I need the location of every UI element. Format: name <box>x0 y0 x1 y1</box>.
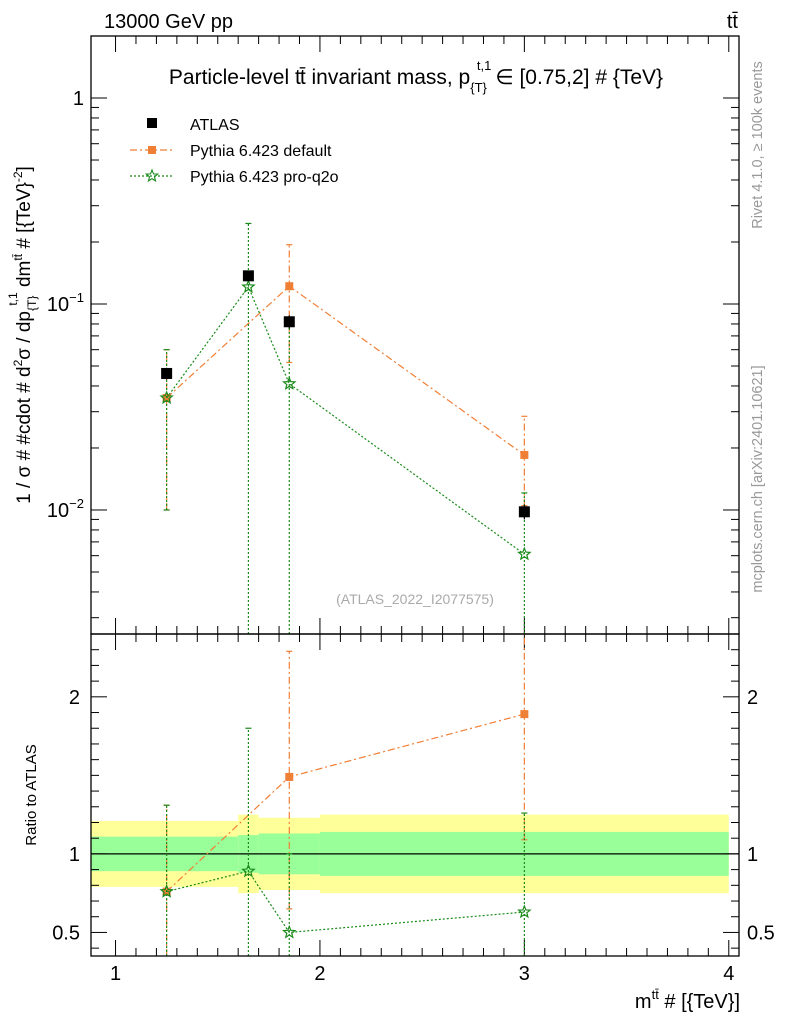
legend-atlas-label: ATLAS <box>190 117 240 134</box>
data-point-atlas <box>161 367 173 379</box>
data-point-pythia-6-423-default <box>520 710 529 719</box>
series-line-pythia-6-423-pro-q2o <box>166 870 525 934</box>
process-label: tt̄ <box>727 11 739 33</box>
ratio-y-tick-label-right: 2 <box>747 687 758 709</box>
ratio-y-axis-label: Ratio to ATLAS <box>23 744 40 845</box>
main-panel-background <box>91 36 739 634</box>
y-tick-label: 10−1 <box>47 290 84 316</box>
mcplots-source-label: mcplots.cern.ch [arXiv:2401.10621] <box>750 365 766 592</box>
legend: ATLAS Pythia 6.423 default Pythia 6.423 … <box>130 117 339 186</box>
analysis-id-label: (ATLAS_2022_I2077575) <box>336 591 494 607</box>
data-point-pythia-6-423-pro-q2o <box>517 546 532 561</box>
ratio-series-layer <box>159 633 532 956</box>
legend-default-label: Pythia 6.423 default <box>190 143 332 160</box>
ratio-ticks: 1 2 3 4 0.5 0.5 1 1 2 2 <box>52 634 775 985</box>
ratio-y-tick-label-left: 1 <box>69 844 80 866</box>
series-line-pythia-6-423-pro-q2o <box>166 285 525 555</box>
main-ticks: 10−2 10−1 1 <box>47 35 739 634</box>
x-tick-label: 1 <box>110 963 121 985</box>
main-panel: 10−2 10−1 1 <box>47 35 740 635</box>
rivet-version-label: Rivet 4.1.0, ≥ 100k events <box>750 61 766 229</box>
data-point-pythia-6-423-pro-q2o <box>241 863 256 878</box>
y-tick-label: 10−2 <box>47 496 84 522</box>
data-point-pythia-6-423-pro-q2o <box>159 883 174 898</box>
data-point-atlas <box>242 270 254 282</box>
ratio-panel-frame <box>90 633 740 957</box>
data-point-pythia-6-423-pro-q2o <box>282 376 297 390</box>
x-axis-label: mtt̄ # [{TeV}] <box>635 987 740 1013</box>
data-point-pythia-6-423-default <box>520 450 529 459</box>
y-axis-label: 1 / σ # #cdot # d2σ / dp{T}t,1 dmtt̄ # [… <box>6 166 39 504</box>
legend-proq2o-label: Pythia 6.423 pro-q2o <box>190 169 339 186</box>
legend-atlas-marker <box>147 118 157 128</box>
legend-proq2o-marker <box>144 168 160 183</box>
x-tick-label: 4 <box>723 963 734 985</box>
data-point-pythia-6-423-default <box>285 772 294 781</box>
main-series-layer <box>159 222 532 634</box>
ratio-panel: 1 2 3 4 0.5 0.5 1 1 2 2 <box>52 633 775 985</box>
data-point-pythia-6-423-pro-q2o <box>241 279 256 294</box>
x-tick-label: 2 <box>314 963 325 985</box>
x-tick-label: 3 <box>519 963 530 985</box>
data-point-atlas <box>518 506 530 518</box>
data-point-atlas <box>283 316 295 328</box>
ratio-y-tick-label-right: 1 <box>747 844 758 866</box>
ratio-y-tick-label-right: 0.5 <box>747 922 775 944</box>
y-tick-label: 1 <box>73 88 84 110</box>
chart-title: Particle-level tt̄ invariant mass, p{T}t… <box>169 58 663 95</box>
data-point-pythia-6-423-default <box>285 282 294 291</box>
legend-default-marker <box>148 146 156 154</box>
ratio-y-tick-label-left: 0.5 <box>52 922 80 944</box>
ratio-y-tick-label-left: 2 <box>69 687 80 709</box>
data-point-pythia-6-423-pro-q2o <box>517 904 532 919</box>
data-point-pythia-6-423-pro-q2o <box>282 924 297 939</box>
data-point-pythia-6-423-pro-q2o <box>159 390 174 405</box>
energy-label: 13000 GeV pp <box>104 11 233 33</box>
